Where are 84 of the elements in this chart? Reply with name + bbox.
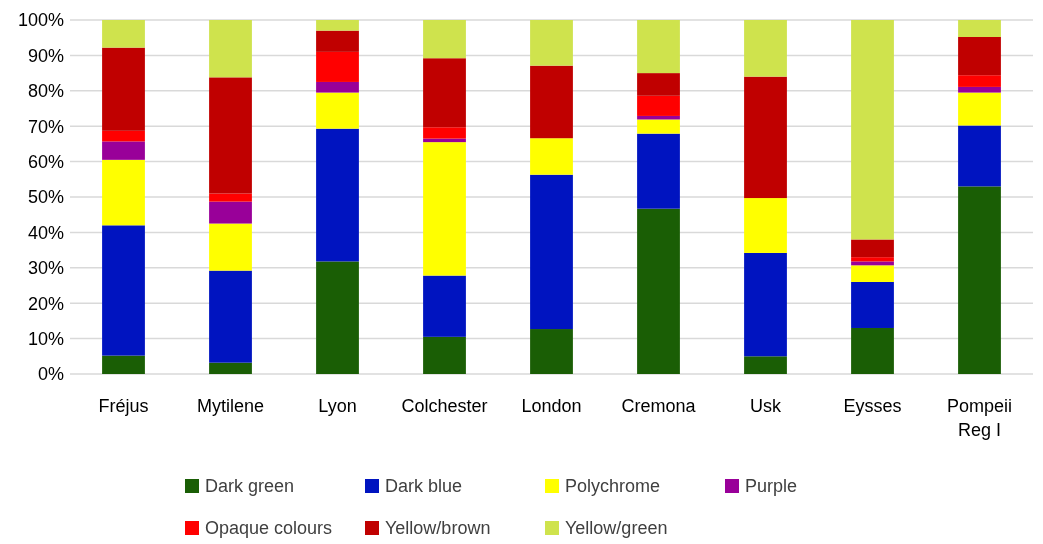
bar	[209, 20, 252, 78]
bar	[423, 336, 466, 374]
legend-label: Polychrome	[565, 476, 661, 497]
y-tick-label: 70%	[27, 116, 64, 137]
y-tick-label: 10%	[27, 328, 64, 349]
bar	[958, 75, 1001, 87]
bar	[851, 265, 894, 282]
legend-label: Dark blue	[385, 476, 463, 497]
bar	[744, 76, 787, 199]
bar	[851, 327, 894, 374]
bar	[316, 20, 359, 31]
bar	[851, 261, 894, 266]
y-tick-label: 20%	[27, 293, 64, 314]
y-tick-label: 60%	[27, 151, 64, 172]
bar	[102, 225, 145, 356]
bar	[851, 20, 894, 240]
bar	[530, 65, 573, 139]
bar	[958, 92, 1001, 126]
bar	[316, 51, 359, 82]
bar	[637, 20, 680, 74]
y-tick-label: 50%	[27, 187, 64, 208]
bar	[958, 186, 1001, 374]
bar	[423, 142, 466, 276]
x-tick-label: Cremona	[621, 396, 697, 416]
y-tick-label: 80%	[27, 81, 64, 102]
bar	[209, 362, 252, 374]
bar	[316, 92, 359, 129]
bar	[102, 355, 145, 374]
bar	[423, 20, 466, 59]
x-tick-label: Eysses	[843, 396, 902, 416]
bar	[102, 20, 145, 48]
x-tick-label: Fréjus	[98, 396, 149, 416]
bar	[958, 20, 1001, 37]
legend-label: Dark green	[205, 476, 295, 497]
x-tick-label: Mytilene	[196, 396, 265, 416]
bar	[958, 125, 1001, 187]
bar	[316, 128, 359, 262]
bar	[744, 198, 787, 253]
bar	[530, 138, 573, 175]
bar	[102, 159, 145, 226]
bar	[316, 30, 359, 52]
bar	[530, 174, 573, 330]
bar	[637, 95, 680, 116]
bar	[209, 201, 252, 224]
bar	[316, 81, 359, 93]
bar	[423, 58, 466, 128]
bar	[744, 356, 787, 374]
bar	[851, 281, 894, 328]
legend-label: Purple	[745, 476, 798, 497]
bar	[637, 133, 680, 209]
bar	[209, 270, 252, 363]
bar	[851, 239, 894, 258]
y-tick-label: 30%	[27, 258, 64, 279]
bar	[637, 119, 680, 134]
bar	[958, 36, 1001, 76]
y-tick-label: 100%	[17, 10, 64, 31]
bar	[851, 257, 894, 262]
bar	[423, 127, 466, 139]
bar	[316, 261, 359, 374]
bar	[102, 47, 145, 131]
y-tick-label: 0%	[37, 364, 64, 385]
x-tick-label: Lyon	[318, 396, 357, 416]
x-tick-label: Colchester	[401, 396, 488, 416]
bar	[744, 20, 787, 77]
bar	[530, 20, 573, 66]
bar	[209, 193, 252, 202]
legend-label: Opaque colours	[205, 518, 333, 539]
bar	[102, 141, 145, 160]
x-tick-label: Usk	[750, 396, 782, 416]
bar	[637, 208, 680, 374]
bar	[102, 130, 145, 142]
legend-label: Yellow/green	[565, 518, 668, 539]
bar	[209, 223, 252, 271]
bar	[958, 86, 1001, 93]
bar	[530, 329, 573, 374]
bar	[209, 77, 252, 194]
y-tick-label: 90%	[27, 45, 64, 66]
x-tick-label: London	[521, 396, 582, 416]
x-tick-label: Pompeii Reg I	[946, 396, 1013, 440]
bar	[423, 275, 466, 337]
y-tick-label: 40%	[27, 222, 64, 243]
bar	[744, 252, 787, 357]
legend-label: Yellow/brown	[385, 518, 491, 539]
bar	[637, 73, 680, 96]
